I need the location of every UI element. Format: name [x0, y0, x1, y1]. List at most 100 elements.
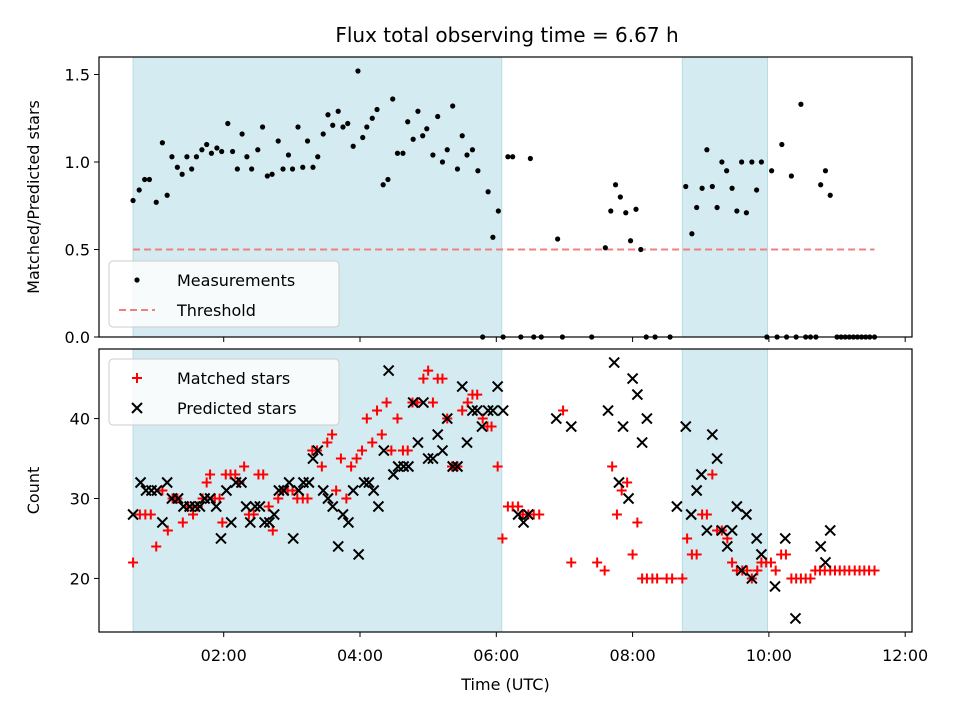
predicted-point — [466, 404, 479, 417]
predicted-point — [292, 484, 305, 497]
measurement-point — [340, 124, 346, 130]
measurement-point — [184, 154, 190, 160]
measurement-point — [320, 131, 326, 137]
matched-point — [361, 413, 372, 424]
predicted-point — [636, 436, 648, 449]
measurement-point — [400, 150, 406, 156]
axes-frame — [98, 56, 913, 338]
predicted-point — [769, 580, 781, 593]
predicted-point — [716, 524, 728, 537]
measurement-point — [490, 234, 496, 240]
measurement-point — [485, 189, 491, 195]
predicted-point — [367, 484, 380, 497]
predicted-point — [417, 396, 430, 409]
predicted-point — [512, 508, 524, 521]
measurement-point — [749, 159, 755, 165]
legend-label: Measurements — [177, 271, 295, 290]
predicted-point — [819, 556, 832, 569]
matched-point — [201, 477, 212, 488]
measurement-point — [214, 145, 220, 151]
matched-point — [727, 557, 738, 568]
predicted-point — [317, 484, 329, 497]
predicted-point — [240, 500, 252, 513]
measurement-point — [269, 171, 275, 177]
measurement-point — [153, 199, 159, 205]
matched-point — [869, 565, 880, 576]
predicted-point — [602, 404, 614, 417]
y-tick-label: 1.5 — [65, 66, 90, 85]
predicted-point — [215, 532, 227, 545]
matched-point — [486, 421, 497, 432]
measurement-point — [475, 168, 481, 174]
predicted-point — [287, 532, 299, 545]
measurement-point — [454, 166, 461, 172]
matched-point — [780, 549, 791, 560]
predicted-point — [522, 508, 535, 521]
measurement-point — [439, 159, 446, 165]
predicted-point — [307, 452, 319, 465]
predicted-point — [550, 412, 562, 425]
predicted-point — [517, 516, 530, 529]
predicted-point — [671, 500, 683, 513]
measurement-point — [130, 197, 136, 204]
measurement-point — [469, 147, 476, 153]
measurement-point — [355, 68, 361, 74]
measurement-point — [430, 152, 436, 158]
legend-box — [108, 358, 340, 426]
predicted-point — [456, 380, 468, 393]
x-tick-label: 04:00 — [337, 646, 383, 665]
predicted-point — [491, 380, 504, 393]
predicted-point — [151, 484, 163, 497]
predicted-point — [363, 476, 375, 489]
predicted-point — [476, 420, 488, 433]
matched-point — [367, 437, 378, 448]
measurement-point — [374, 106, 380, 113]
measurement-point — [555, 236, 561, 242]
measurement-point — [638, 246, 644, 253]
predicted-point — [407, 396, 419, 409]
x-axis-label: Time (UTC) — [460, 675, 549, 694]
measurement-point — [369, 115, 375, 121]
predicted-point — [431, 428, 444, 441]
legend: Measurements Threshold — [108, 260, 340, 328]
matched-point — [341, 493, 352, 504]
predicted-point — [685, 508, 697, 521]
predicted-point — [706, 428, 719, 441]
measurement-point — [275, 138, 281, 144]
matched-point — [335, 453, 346, 464]
matched-point — [667, 573, 678, 584]
measurement-point — [798, 101, 804, 107]
matched-point — [457, 405, 468, 416]
measurement-point — [623, 210, 629, 216]
matched-point — [258, 469, 269, 480]
predicted-point — [641, 412, 653, 425]
measurement-point — [390, 96, 396, 102]
measurement-point — [136, 187, 142, 193]
measurement-point — [169, 154, 175, 160]
matched-point — [427, 397, 438, 408]
matched-point — [372, 405, 383, 416]
predicted-point — [695, 468, 708, 481]
matched-point — [477, 413, 488, 424]
measurement-point — [719, 159, 725, 165]
measurement-point — [304, 138, 311, 144]
matched-point — [177, 517, 188, 528]
measurement-point — [179, 171, 185, 177]
measurement-point — [754, 187, 760, 193]
legend-matched-swatch — [132, 373, 142, 383]
matched-point — [616, 485, 627, 496]
predicted-point — [711, 452, 723, 465]
measurement-point — [249, 166, 255, 172]
matched-point — [162, 525, 173, 536]
predicted-point — [303, 476, 315, 489]
measurement-point — [729, 185, 735, 191]
matched-point — [599, 565, 610, 576]
predicted-point — [337, 508, 349, 521]
predicted-point — [436, 444, 449, 457]
matched-point — [205, 469, 216, 480]
measurement-point — [818, 182, 824, 188]
predicted-point — [235, 476, 248, 489]
matched-point — [437, 373, 448, 384]
y-tick-label: 30 — [70, 489, 90, 508]
